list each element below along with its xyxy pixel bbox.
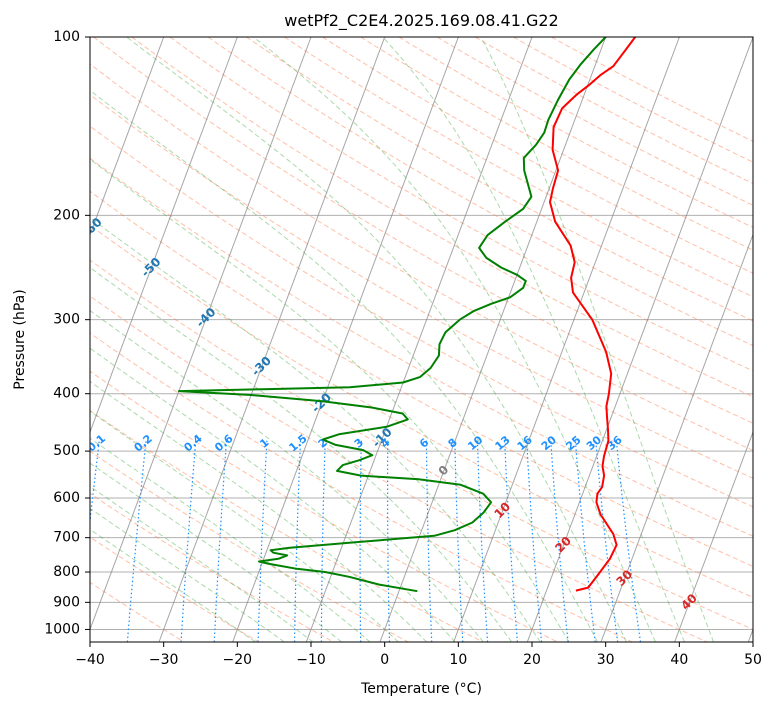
plot-area: -100-90-80-70-60-50-40-30-20-10010203040…: [90, 37, 753, 642]
x-tick-label: 0: [380, 652, 389, 668]
y-tick-label: 1000: [44, 621, 80, 637]
y-tick-label: 700: [53, 530, 80, 546]
moist-adiabat: [90, 266, 513, 642]
x-axis-label: Temperature (°C): [360, 681, 482, 697]
mixing-ratio-line: [257, 440, 268, 642]
dry-adiabat: [90, 332, 633, 642]
y-tick-label: 900: [53, 594, 80, 610]
sounding-traces: [177, 37, 637, 593]
dry-adiabat: [90, 125, 753, 508]
dry-adiabat: [398, 37, 753, 229]
mixing-ratio-line: [320, 440, 326, 642]
x-tick-label: 50: [744, 652, 762, 668]
moist-adiabat: [126, 37, 627, 642]
mixing-ratio-line: [550, 440, 569, 642]
dry-adiabat: [246, 37, 753, 322]
isotherm-line: [90, 37, 238, 434]
mixing-ratio-line: [359, 440, 362, 642]
dry-adiabat: [90, 224, 753, 598]
mixing-ratio-line: [476, 440, 489, 642]
x-tick-label: 20: [523, 652, 541, 668]
moist-adiabat: [90, 462, 342, 642]
y-tick-label: 500: [53, 443, 80, 459]
dry-adiabat: [90, 190, 753, 567]
y-tick-label: 800: [53, 564, 80, 580]
moist-adiabat: [90, 309, 484, 642]
dry-adiabat: [90, 259, 753, 630]
moist-adiabat: [90, 410, 399, 642]
moist-adiabat: [90, 437, 371, 642]
moist-adiabat: [90, 347, 456, 642]
isotherm-line: [305, 37, 533, 642]
isotherm-line: [158, 37, 386, 642]
x-tick-label: 30: [597, 652, 615, 668]
isotherms: [90, 37, 753, 642]
isotherm-line: [453, 37, 680, 642]
mixing-ratio-line: [213, 440, 228, 642]
x-tick-label: 40: [670, 652, 688, 668]
dry-adiabat: [207, 37, 753, 347]
mixing-ratio-line: [454, 440, 464, 642]
isotherm-line: [379, 37, 607, 642]
isotherm-line: [600, 233, 753, 642]
mixing-ratio-line: [615, 440, 642, 642]
dry-adiabat: [90, 63, 753, 451]
moist-adiabat: [90, 507, 285, 642]
x-tick-label: −20: [223, 652, 253, 668]
moist-adiabat: [480, 37, 715, 642]
dry-adiabat: [322, 37, 753, 274]
y-tick-label: 200: [53, 207, 80, 223]
y-axis-label: Pressure (hPa): [12, 289, 28, 389]
dry-adiabat: [90, 157, 753, 537]
dry-adiabat: [551, 37, 753, 142]
mixing-ratio-lines: [90, 440, 642, 642]
y-tick-label: 300: [53, 312, 80, 328]
mixing-ratio-line: [425, 440, 433, 642]
moist-adiabat: [90, 89, 599, 642]
mixing-ratio-line: [180, 440, 197, 642]
dry-adiabat: [131, 37, 753, 398]
isotherm-line: [90, 37, 165, 236]
dry-adiabat: [169, 37, 753, 372]
isotherm-line: [232, 37, 459, 642]
dry-adiabat: [93, 37, 753, 424]
y-tick-label: 100: [53, 29, 80, 45]
y-tick-label: 600: [53, 490, 80, 506]
temperature-trace: [549, 37, 637, 592]
moist-adiabat: [90, 217, 541, 642]
mixing-ratio-line: [574, 440, 596, 642]
dry-adiabat: [90, 295, 708, 642]
chart-title: wetPf2_C2E4.2025.169.08.41.G22: [284, 11, 558, 31]
mixing-ratio-line: [126, 440, 147, 642]
x-tick-label: −30: [149, 652, 179, 668]
moist-adiabat: [90, 380, 428, 642]
isotherm-line: [90, 37, 312, 631]
plot-frame: [89, 36, 754, 643]
x-tick-label: −40: [75, 652, 105, 668]
moist-adiabat: [253, 37, 656, 642]
isotherm-line: [526, 37, 753, 642]
mixing-ratio-line: [526, 440, 543, 642]
y-axis-ticks: 100 200 300 400 500 600 700 800 900 1000: [44, 29, 90, 637]
y-tick-label: 400: [53, 386, 80, 402]
dry-adiabat: [90, 536, 260, 642]
dry-adiabat: [474, 37, 753, 185]
x-tick-label: −10: [296, 652, 326, 668]
x-axis-ticks: −40 −30 −20 −10 0 10 20 30 40 50: [75, 642, 762, 668]
dry-adiabat: [90, 492, 334, 642]
dewpoint-trace: [177, 37, 607, 593]
mixing-ratio-line: [504, 440, 518, 642]
mixing-ratio-line: [595, 440, 619, 642]
x-tick-label: 10: [449, 652, 467, 668]
dry-adiabat: [90, 94, 753, 479]
isotherm-line: [674, 430, 753, 642]
moist-adiabat: [90, 528, 256, 642]
mixing-ratio-line: [294, 440, 302, 642]
